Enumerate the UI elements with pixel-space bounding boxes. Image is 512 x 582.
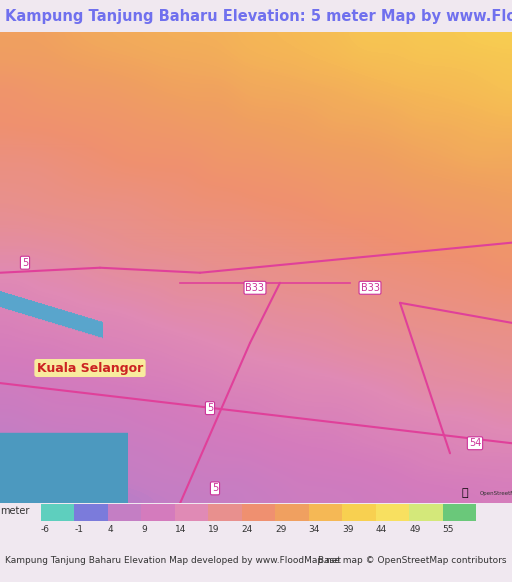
Text: Kampung Tanjung Baharu Elevation Map developed by www.FloodMap.net: Kampung Tanjung Baharu Elevation Map dev…: [5, 556, 341, 565]
FancyBboxPatch shape: [175, 504, 208, 521]
Text: 5: 5: [207, 403, 213, 413]
FancyBboxPatch shape: [309, 504, 342, 521]
FancyBboxPatch shape: [208, 504, 242, 521]
Text: B33: B33: [245, 283, 265, 293]
Text: 34: 34: [309, 525, 320, 534]
Text: 55: 55: [443, 525, 454, 534]
FancyBboxPatch shape: [242, 504, 275, 521]
Text: 39: 39: [342, 525, 354, 534]
Text: 5: 5: [212, 484, 218, 494]
Text: B33: B33: [360, 283, 379, 293]
FancyBboxPatch shape: [41, 504, 74, 521]
Text: 54: 54: [469, 438, 481, 448]
FancyBboxPatch shape: [409, 504, 443, 521]
FancyBboxPatch shape: [275, 504, 309, 521]
FancyBboxPatch shape: [141, 504, 175, 521]
Text: 9: 9: [141, 525, 147, 534]
Text: meter: meter: [0, 506, 29, 516]
Text: Base map © OpenStreetMap contributors: Base map © OpenStreetMap contributors: [318, 556, 507, 565]
Text: Kuala Selangor: Kuala Selangor: [37, 361, 143, 375]
Text: OpenStreetMap: OpenStreetMap: [480, 491, 512, 496]
FancyBboxPatch shape: [443, 504, 476, 521]
Text: 4: 4: [108, 525, 114, 534]
Text: 44: 44: [376, 525, 387, 534]
FancyBboxPatch shape: [74, 504, 108, 521]
Text: 14: 14: [175, 525, 186, 534]
Text: Kampung Tanjung Baharu Elevation: 5 meter Map by www.FloodMap.net (beta): Kampung Tanjung Baharu Elevation: 5 mete…: [5, 9, 512, 23]
Text: 19: 19: [208, 525, 220, 534]
Text: 🔍: 🔍: [462, 488, 468, 498]
Text: -6: -6: [41, 525, 50, 534]
FancyBboxPatch shape: [342, 504, 376, 521]
Text: 49: 49: [409, 525, 420, 534]
FancyBboxPatch shape: [376, 504, 409, 521]
Text: -1: -1: [74, 525, 83, 534]
Text: 29: 29: [275, 525, 287, 534]
Text: 24: 24: [242, 525, 253, 534]
FancyBboxPatch shape: [108, 504, 141, 521]
Text: 5: 5: [22, 258, 28, 268]
